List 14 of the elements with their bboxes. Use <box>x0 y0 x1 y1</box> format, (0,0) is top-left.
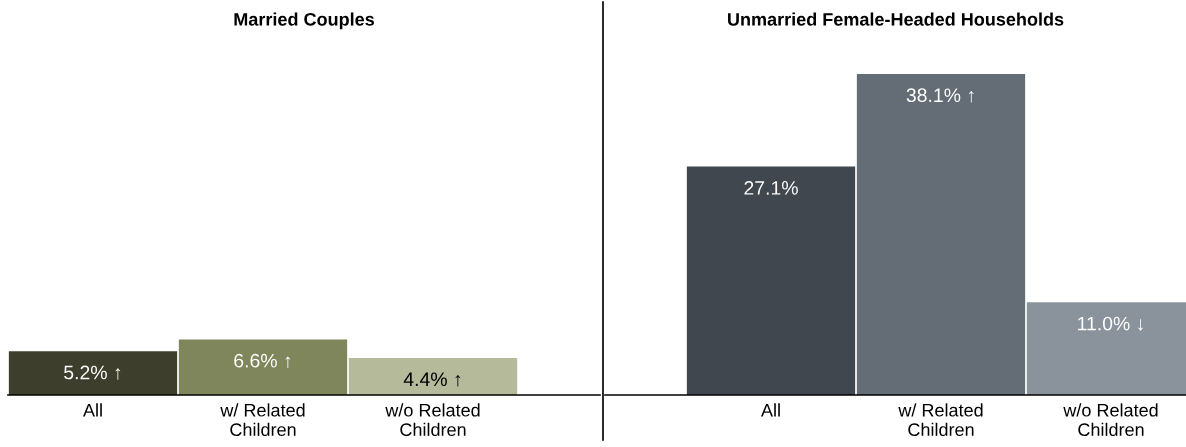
x-tick-label: w/ Related Children <box>220 403 305 437</box>
data-label: 6.6% ↑ <box>234 353 291 368</box>
x-tick-label: All <box>761 403 780 417</box>
data-label: 11.0% ↓ <box>1078 316 1143 331</box>
data-label: 27.1% <box>744 181 798 195</box>
data-label: 38.1% ↑ <box>906 88 974 103</box>
chart-title: Unmarried Female-Headed Households <box>728 12 1064 26</box>
data-label: 5.2% ↑ <box>64 365 121 380</box>
x-tick-label: All <box>83 403 102 417</box>
x-tick-label: w/ Related Children <box>898 403 983 437</box>
data-label: 4.4% ↑ <box>403 372 461 387</box>
x-tick-label: w/o Related Children <box>385 403 480 437</box>
chart-title: Married Couples <box>234 12 374 30</box>
x-tick-label: w/o Related Children <box>1063 403 1158 437</box>
